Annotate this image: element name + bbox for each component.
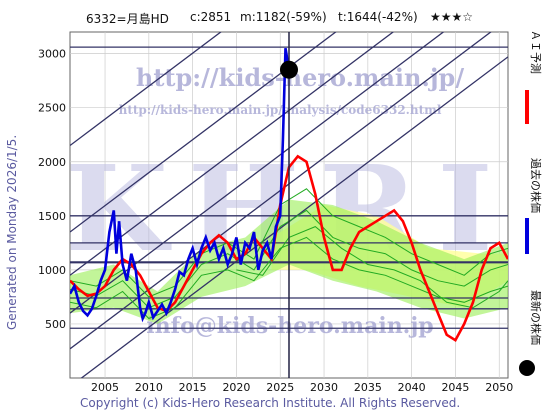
x-tick-label: 2025 (266, 381, 294, 394)
y-tick-label: 2500 (38, 102, 66, 115)
watermark-url: http://kids-hero.main.jp/ (136, 63, 464, 92)
x-tick-label: 2035 (354, 381, 382, 394)
x-tick-label: 2045 (441, 381, 469, 394)
past-price-line (70, 47, 291, 323)
y-tick-label: 2000 (38, 156, 66, 169)
m-value: m:1182(-59%) (240, 10, 327, 24)
legend-latest-label: 最新の株価 (529, 290, 543, 345)
x-tick-label: 2005 (91, 381, 119, 394)
plot-content (70, 32, 508, 378)
x-tick-label: 2050 (485, 381, 513, 394)
y-tick-label: 3000 (38, 48, 66, 61)
x-tick-label: 2020 (222, 381, 250, 394)
chart-header: 6332=月島HD c:2851 m:1182(-59%) t:1644(-42… (0, 0, 560, 30)
current-price: c:2851 (190, 10, 232, 24)
t-value: t:1644(-42%) (338, 10, 418, 24)
latest-price-marker (280, 60, 298, 79)
scenario-line (70, 188, 508, 298)
legend-ai-label: ＡＩ予測 (529, 30, 543, 74)
scenario-line (70, 209, 508, 309)
watermark-email: info@kids-hero.main.jp (146, 313, 433, 339)
generated-date-note: Generated on Monday 2026/1/5. (5, 134, 19, 330)
y-tick-label: 500 (45, 318, 66, 331)
watermark-analysis-url: http://kids-hero.main.jp/analysis/code63… (119, 103, 442, 117)
scenario-line (236, 226, 508, 309)
x-tick-label: 2010 (135, 381, 163, 394)
legend-latest-swatch (519, 360, 535, 376)
copyright-text: Copyright (c) Kids-Hero Research Institu… (80, 396, 461, 410)
y-tick-label: 1500 (38, 210, 66, 223)
stock-code-name: 6332=月島HD (86, 12, 169, 26)
x-tick-label: 2015 (179, 381, 207, 394)
x-tick-label: 2040 (398, 381, 426, 394)
legend-past-label: 過去の株価 (529, 158, 543, 213)
star-rating: ★★★☆ (430, 10, 474, 24)
x-tick-label: 2030 (310, 381, 338, 394)
channel-line (70, 32, 222, 147)
y-tick-label: 1000 (38, 264, 66, 277)
